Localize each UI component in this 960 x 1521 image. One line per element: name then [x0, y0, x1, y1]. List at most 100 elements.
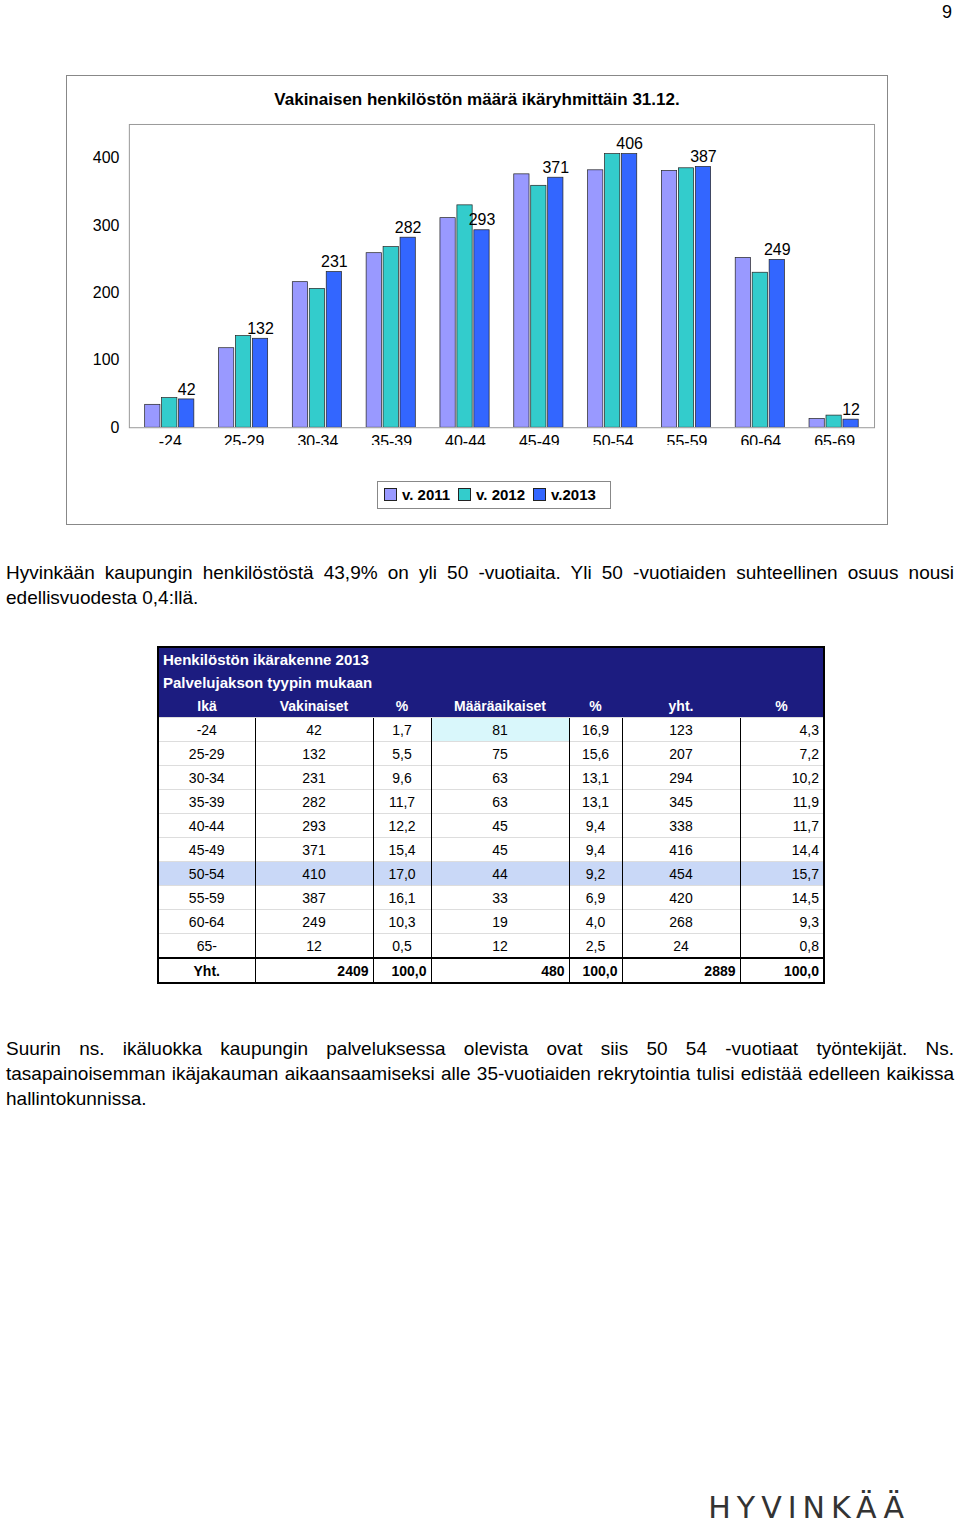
svg-text:231: 231: [321, 253, 348, 270]
svg-text:45-49: 45-49: [519, 433, 560, 445]
html-text:v. 2012: v. 2012: [476, 486, 525, 503]
html-text:420: 420: [669, 889, 693, 906]
html-text:v.2013: v.2013: [551, 486, 596, 503]
svg-text:30-34: 30-34: [297, 433, 338, 445]
html-text:13,1: 13,1: [581, 769, 610, 786]
html-text:5,5: 5,5: [392, 745, 412, 762]
svg-text:50-54: 50-54: [593, 433, 634, 445]
svg-text:42: 42: [178, 381, 196, 398]
svg-text:100: 100: [93, 351, 120, 368]
html-text:Ikä: Ikä: [197, 697, 217, 714]
html-text:132: 132: [302, 745, 326, 762]
svg-text:371: 371: [542, 159, 569, 176]
html-text:9,6: 9,6: [392, 769, 412, 786]
html-text:65-: 65-: [196, 937, 217, 954]
html-text:yht.: yht.: [668, 697, 694, 714]
html-text:1,7: 1,7: [392, 721, 412, 738]
html-text:15,4: 15,4: [388, 841, 416, 858]
html-text:7,2: 7,2: [799, 745, 819, 762]
html-text:231: 231: [302, 769, 326, 786]
html-text:410: 410: [302, 865, 326, 882]
html-text:15,7: 15,7: [791, 865, 819, 882]
html-text:249: 249: [302, 913, 326, 930]
html-text:387: 387: [302, 889, 326, 906]
html-text:2,5: 2,5: [585, 937, 606, 954]
html-text:0,8: 0,8: [799, 937, 819, 954]
html-text:40-44: 40-44: [188, 817, 225, 834]
svg-text:-24: -24: [159, 433, 182, 445]
svg-text:40-44: 40-44: [445, 433, 486, 445]
html-text:14,4: 14,4: [791, 841, 819, 858]
html-text:416: 416: [669, 841, 693, 858]
svg-text:387: 387: [690, 148, 717, 165]
svg-text:282: 282: [395, 219, 422, 236]
svg-text:406: 406: [616, 135, 643, 152]
svg-text:12: 12: [842, 401, 860, 418]
html-text:9,3: 9,3: [799, 913, 819, 930]
html-text:Palvelujakson tyypin mukaan: Palvelujakson tyypin mukaan: [163, 674, 373, 691]
svg-text:132: 132: [247, 320, 274, 337]
svg-text:55-59: 55-59: [667, 433, 708, 445]
html-text:294: 294: [669, 769, 693, 786]
html-text:25-29: 25-29: [188, 745, 225, 762]
svg-text:0: 0: [111, 419, 120, 436]
html-text:45-49: 45-49: [188, 841, 225, 858]
html-text:17,0: 17,0: [388, 865, 416, 882]
html-text:268: 268: [669, 913, 693, 930]
html-text:2889: 2889: [704, 962, 736, 979]
html-text:100,0: 100,0: [582, 962, 618, 979]
html-text:345: 345: [669, 793, 693, 810]
html-text:123: 123: [669, 721, 693, 738]
html-text:9,4: 9,4: [585, 841, 606, 858]
html-text:207: 207: [669, 745, 693, 762]
html-text:Hyvinkään kaupungin henkilöstö: Hyvinkään kaupungin henkilöstöstä 43,9% …: [6, 562, 954, 608]
svg-text:35-39: 35-39: [371, 433, 412, 445]
svg-text:200: 200: [93, 284, 120, 301]
svg-text:293: 293: [469, 211, 496, 228]
html-text:4,0: 4,0: [585, 913, 606, 930]
html-text:Henkilöstön ikärakenne 2013: Henkilöstön ikärakenne 2013: [163, 651, 369, 668]
html-text:-24: -24: [196, 721, 217, 738]
html-text:Yht.: Yht.: [193, 962, 220, 979]
html-text:282: 282: [302, 793, 326, 810]
svg-text:249: 249: [764, 241, 791, 258]
html-text:100,0: 100,0: [391, 962, 427, 979]
html-text:14,5: 14,5: [791, 889, 819, 906]
html-text:2409: 2409: [337, 962, 369, 979]
html-text:371: 371: [302, 841, 326, 858]
html-text:v. 2011: v. 2011: [402, 486, 451, 503]
html-text:480: 480: [541, 962, 565, 979]
html-text:10,3: 10,3: [388, 913, 416, 930]
html-text:16,9: 16,9: [581, 721, 610, 738]
html-text:Vakinaiset: Vakinaiset: [279, 697, 349, 714]
html-text:Suurin ns. ikäluokka kaupungin: Suurin ns. ikäluokka kaupungin palveluks…: [6, 1038, 954, 1109]
html-text:16,1: 16,1: [388, 889, 416, 906]
html-text:4,3: 4,3: [799, 721, 819, 738]
svg-text:25-29: 25-29: [224, 433, 265, 445]
html-text:338: 338: [669, 817, 693, 834]
svg-text:60-64: 60-64: [740, 433, 781, 445]
html-text:60-64: 60-64: [188, 913, 225, 930]
html-text:11,7: 11,7: [792, 817, 819, 834]
svg-text:400: 400: [93, 149, 120, 166]
html-text:11,7: 11,7: [388, 793, 416, 810]
html-text:0,5: 0,5: [392, 937, 412, 954]
html-text:Määräaikaiset: Määräaikaiset: [454, 697, 546, 714]
svg-text:65-69: 65-69: [814, 433, 855, 445]
html-text:35-39: 35-39: [188, 793, 225, 810]
html-text:Vakinaisen henkilöstön määrä i: Vakinaisen henkilöstön määrä ikäryhmittä…: [274, 90, 680, 109]
html-text:12,2: 12,2: [388, 817, 416, 834]
html-text:9,4: 9,4: [585, 817, 606, 834]
html-text:13,1: 13,1: [581, 793, 610, 810]
html-text:30-34: 30-34: [188, 769, 225, 786]
html-text:50-54: 50-54: [188, 865, 225, 882]
html-text:6,9: 6,9: [585, 889, 606, 906]
svg-text:300: 300: [93, 217, 120, 234]
html-text:15,6: 15,6: [581, 745, 610, 762]
html-text:55-59: 55-59: [188, 889, 225, 906]
html-text:293: 293: [302, 817, 326, 834]
html-text:454: 454: [669, 865, 693, 882]
html-text:9,2: 9,2: [585, 865, 606, 882]
html-text:11,9: 11,9: [792, 793, 819, 810]
html-text:10,2: 10,2: [791, 769, 819, 786]
